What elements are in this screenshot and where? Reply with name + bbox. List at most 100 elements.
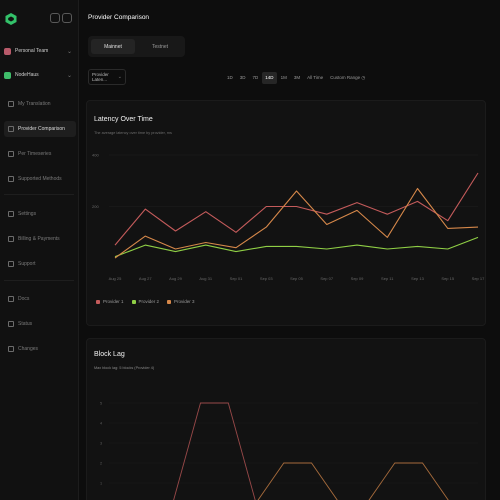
- compare-icon: [8, 126, 14, 132]
- sidebar-item-label: Billing & Payments: [18, 236, 60, 242]
- latency-card-title: Latency Over Time: [94, 116, 153, 123]
- range-custom[interactable]: Custom Range ◷: [327, 72, 368, 84]
- calendar-icon: ◷: [361, 74, 366, 80]
- gear-icon: [8, 211, 14, 217]
- chevron-down-icon: ⌄: [66, 72, 72, 79]
- docs-icon: [8, 296, 14, 302]
- y-tick-label: 3: [100, 442, 102, 446]
- sidebar-item-supported-methods[interactable]: Supported Methods: [4, 171, 76, 187]
- y-tick-label: 5: [100, 402, 102, 406]
- sidebar-item-per-timeseries[interactable]: Per Timeseries: [4, 146, 76, 162]
- bell-icon[interactable]: [50, 13, 60, 23]
- sidebar-item-provider-comparison[interactable]: Provider Comparison: [4, 121, 76, 137]
- time-range-selector: 1D 3D 7D 14D 1M 3M All Time Custom Range…: [224, 71, 369, 84]
- workspace-label: NodeHaus: [15, 72, 39, 78]
- legend-label: Provider 1: [103, 299, 124, 304]
- x-tick-label: Aug 27: [139, 276, 152, 281]
- workspace-label: Personal Team: [15, 48, 49, 54]
- series-line-3: [114, 187, 479, 259]
- card-icon: [8, 236, 14, 242]
- x-tick-label: Sep 07: [320, 276, 333, 281]
- metric-select[interactable]: Provider Laten... ⌄: [88, 69, 126, 85]
- legend-swatch-icon: [167, 299, 172, 304]
- x-tick-label: Aug 29: [169, 276, 182, 281]
- y-tick-label: 1: [100, 482, 102, 486]
- sidebar-item-label: Settings: [18, 211, 37, 217]
- sidebar-item-label: Docs: [18, 296, 30, 302]
- range-14d[interactable]: 14D: [262, 71, 277, 84]
- sidebar-item-label: Support: [18, 261, 36, 267]
- sidebar-item-label: Changes: [18, 346, 39, 352]
- range-7d[interactable]: 7D: [252, 74, 259, 80]
- tab-mainnet[interactable]: Mainnet: [91, 39, 135, 54]
- divider: [4, 194, 74, 195]
- sidebar-item-label: My Translation: [18, 101, 51, 107]
- sidebar-item-changes[interactable]: Changes: [4, 341, 76, 357]
- metric-select-value: Provider Laten...: [92, 72, 109, 82]
- range-1m[interactable]: 1M: [280, 74, 287, 80]
- sidebar-item-support[interactable]: Support: [4, 256, 76, 272]
- legend-swatch-icon: [96, 299, 100, 304]
- app-logo-icon[interactable]: [4, 12, 18, 26]
- legend-item[interactable]: Provider 1: [96, 299, 124, 304]
- latency-card: Latency Over Time The average latency ov…: [86, 100, 486, 326]
- series-line-2: [114, 236, 479, 258]
- workspace-nodehaus[interactable]: NodeHaus ⌄: [4, 67, 72, 83]
- chevron-down-icon: ⌄: [117, 74, 122, 80]
- block-lag-card-title: Block Lag: [94, 351, 125, 358]
- x-tick-label: Sep 11: [381, 276, 394, 281]
- block-lag-card: Block Lag Max block lag: 5 blocks (Provi…: [86, 338, 486, 500]
- sidebar-item-label: Provider Comparison: [18, 126, 65, 132]
- legend-label: Provider 2: [138, 299, 160, 304]
- x-tick-label: Sep 09: [351, 276, 364, 281]
- range-3m[interactable]: 3M: [293, 74, 301, 80]
- legend-item[interactable]: Provider 3: [167, 299, 195, 304]
- legend-label: Provider 3: [174, 299, 195, 304]
- chevron-down-icon: ⌄: [66, 48, 72, 55]
- sidebar: Personal Team ⌄ NodeHaus ⌄ My Translatio…: [0, 0, 79, 500]
- legend-item[interactable]: Provider 2: [131, 299, 160, 304]
- series-line-2: [257, 462, 449, 500]
- sidebar-item-status[interactable]: Status: [4, 316, 76, 332]
- x-tick-label: Aug 31: [199, 276, 212, 281]
- y-tick-label: 400: [92, 153, 99, 158]
- series-line-1: [173, 402, 256, 500]
- divider: [4, 280, 74, 281]
- y-tick-label: 2: [100, 462, 102, 466]
- legend-swatch-icon: [131, 299, 136, 304]
- block-lag-card-subtitle: Max block lag: 5 blocks (Provider 4): [94, 366, 155, 370]
- series-line-1: [114, 172, 479, 246]
- y-tick-label: 4: [100, 422, 102, 426]
- tab-testnet[interactable]: Testnet: [151, 43, 169, 50]
- block-lag-chart: 5 4 3 2 1: [100, 402, 478, 500]
- x-tick-label: Aug 25: [109, 276, 122, 281]
- range-all-time[interactable]: All Time: [307, 74, 324, 80]
- x-tick-label: Sep 05: [290, 276, 303, 281]
- workspace-personal-team[interactable]: Personal Team ⌄: [4, 43, 72, 59]
- list-icon: [8, 101, 14, 107]
- sidebar-item-settings[interactable]: Settings: [4, 206, 76, 222]
- changes-icon: [8, 346, 14, 352]
- methods-icon: [8, 176, 14, 182]
- latency-legend: Provider 1 Provider 2 Provider 3: [96, 299, 203, 304]
- sidebar-item-docs[interactable]: Docs: [4, 291, 76, 307]
- status-icon: [8, 321, 14, 327]
- main-content: Provider Comparison Mainnet Testnet Prov…: [80, 0, 500, 500]
- range-1d[interactable]: 1D: [227, 74, 233, 80]
- range-3d[interactable]: 3D: [239, 74, 246, 80]
- y-tick-label: 200: [92, 204, 99, 209]
- sidebar-item-billing-payments[interactable]: Billing & Payments: [4, 231, 76, 247]
- latency-card-subtitle: The average latency over time by provide…: [94, 131, 172, 135]
- sidebar-item-label: Supported Methods: [18, 176, 62, 182]
- workspace-color-icon: [4, 47, 11, 55]
- sidebar-item-label: Per Timeseries: [18, 151, 52, 157]
- custom-range-label: Custom Range: [330, 74, 361, 80]
- network-tabs: Mainnet Testnet: [88, 36, 185, 57]
- sidebar-item-my-translation[interactable]: My Translation: [4, 96, 76, 112]
- user-icon[interactable]: [62, 13, 72, 23]
- x-tick-label: Sep 15: [441, 276, 454, 281]
- x-tick-label: Sep 13: [411, 276, 424, 281]
- page-title: Provider Comparison: [88, 14, 150, 21]
- workspace-color-icon: [4, 71, 11, 79]
- sidebar-item-label: Status: [18, 321, 33, 327]
